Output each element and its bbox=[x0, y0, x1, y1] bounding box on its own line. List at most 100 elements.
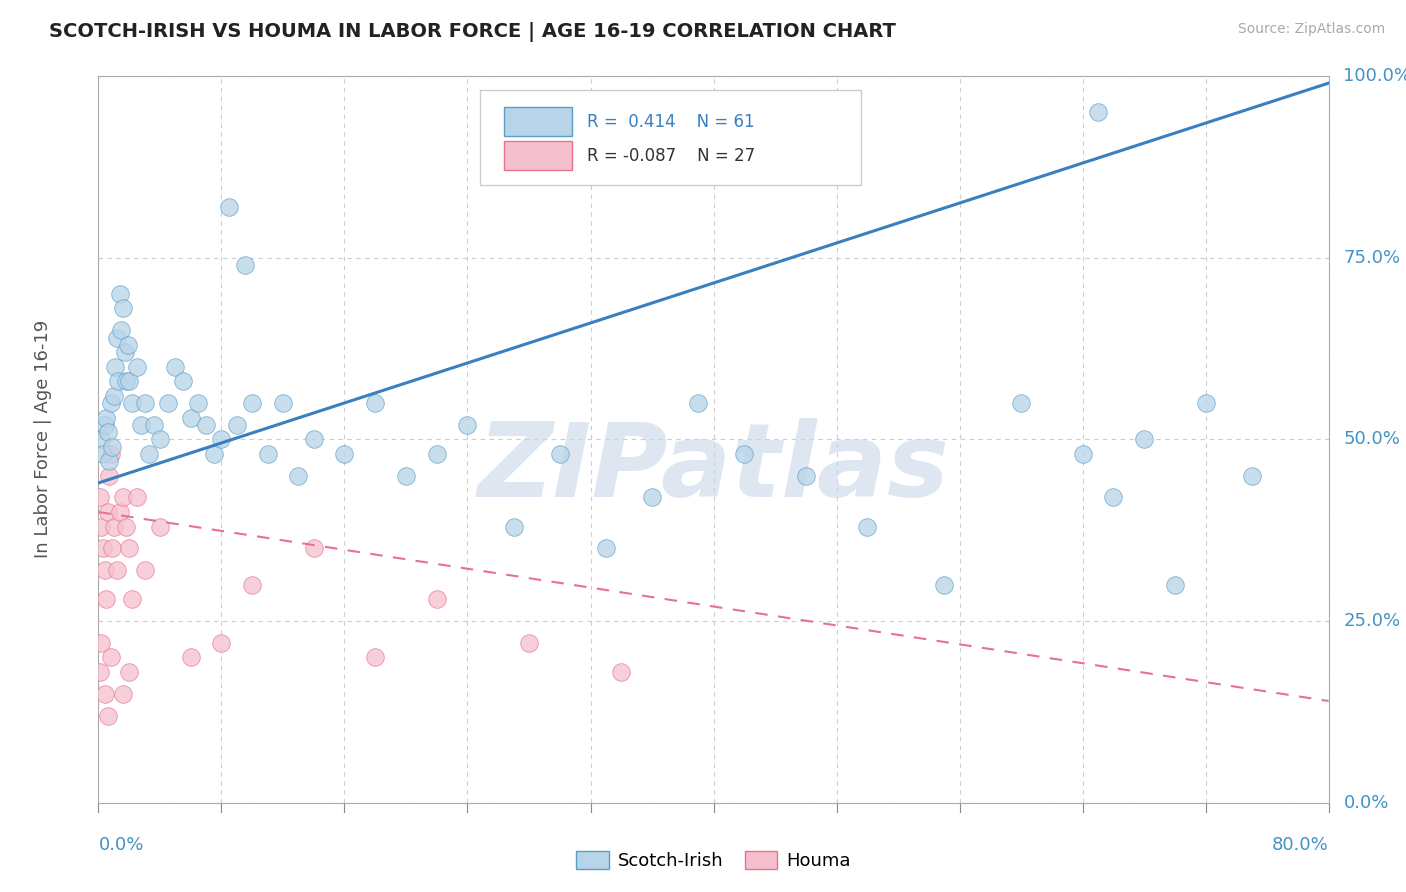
Point bbox=[104, 359, 127, 374]
Point bbox=[211, 433, 233, 447]
Point bbox=[256, 447, 278, 461]
FancyBboxPatch shape bbox=[505, 141, 572, 170]
Point bbox=[395, 468, 418, 483]
Point bbox=[108, 287, 131, 301]
Point bbox=[364, 396, 387, 410]
Point bbox=[115, 374, 138, 388]
Point bbox=[733, 447, 755, 461]
Point bbox=[1133, 433, 1156, 447]
Point bbox=[548, 447, 571, 461]
Point bbox=[134, 563, 156, 577]
Point bbox=[610, 665, 633, 679]
Text: 75.0%: 75.0% bbox=[1344, 249, 1400, 267]
Point bbox=[240, 396, 263, 410]
Point bbox=[856, 519, 879, 533]
Point bbox=[114, 345, 136, 359]
Point bbox=[187, 396, 209, 410]
Point bbox=[97, 425, 120, 439]
Point bbox=[93, 563, 115, 577]
Point bbox=[426, 447, 449, 461]
Text: ZIPatlas: ZIPatlas bbox=[478, 417, 949, 519]
Point bbox=[1071, 447, 1094, 461]
Point bbox=[1087, 105, 1109, 120]
Point bbox=[125, 491, 148, 505]
Point bbox=[105, 330, 128, 344]
Text: 100.0%: 100.0% bbox=[1344, 67, 1406, 85]
Point bbox=[97, 505, 120, 519]
Point bbox=[100, 447, 122, 461]
Legend: Scotch-Irish, Houma: Scotch-Irish, Houma bbox=[576, 851, 851, 870]
Text: 0.0%: 0.0% bbox=[1344, 794, 1389, 812]
Point bbox=[202, 447, 225, 461]
Point bbox=[98, 454, 121, 468]
Point bbox=[94, 410, 117, 425]
Point bbox=[287, 468, 309, 483]
Text: 50.0%: 50.0% bbox=[1344, 430, 1400, 449]
Point bbox=[165, 359, 187, 374]
Point bbox=[101, 440, 124, 454]
Point bbox=[426, 592, 449, 607]
Point bbox=[112, 491, 135, 505]
Point bbox=[1240, 468, 1263, 483]
Point bbox=[364, 650, 387, 665]
Point bbox=[1195, 396, 1218, 410]
Point bbox=[794, 468, 817, 483]
Point bbox=[117, 338, 139, 352]
Point bbox=[90, 433, 112, 447]
Point bbox=[103, 389, 125, 403]
Point bbox=[121, 396, 143, 410]
Point bbox=[149, 519, 172, 533]
Point bbox=[118, 541, 141, 556]
Point bbox=[115, 519, 138, 533]
Text: SCOTCH-IRISH VS HOUMA IN LABOR FORCE | AGE 16-19 CORRELATION CHART: SCOTCH-IRISH VS HOUMA IN LABOR FORCE | A… bbox=[49, 22, 896, 42]
Point bbox=[90, 636, 112, 650]
Point bbox=[517, 636, 540, 650]
Point bbox=[118, 374, 141, 388]
Point bbox=[90, 519, 112, 533]
Point bbox=[142, 417, 165, 432]
Point bbox=[156, 396, 179, 410]
Text: Source: ZipAtlas.com: Source: ZipAtlas.com bbox=[1237, 22, 1385, 37]
Point bbox=[1164, 578, 1187, 592]
Point bbox=[502, 519, 524, 533]
Point bbox=[302, 541, 325, 556]
Text: R = -0.087    N = 27: R = -0.087 N = 27 bbox=[586, 147, 755, 165]
Point bbox=[105, 563, 128, 577]
Point bbox=[121, 592, 143, 607]
Point bbox=[138, 447, 160, 461]
Point bbox=[688, 396, 710, 410]
Point bbox=[91, 447, 114, 461]
Point bbox=[131, 417, 153, 432]
Point bbox=[172, 374, 194, 388]
Point bbox=[89, 491, 111, 505]
Point bbox=[112, 301, 135, 316]
Point bbox=[110, 323, 132, 337]
Text: 80.0%: 80.0% bbox=[1272, 836, 1329, 854]
Point bbox=[1102, 491, 1125, 505]
Point bbox=[93, 687, 115, 701]
Point bbox=[93, 417, 115, 432]
Point bbox=[218, 200, 240, 214]
Point bbox=[548, 142, 571, 156]
Point bbox=[134, 396, 156, 410]
FancyBboxPatch shape bbox=[479, 90, 860, 185]
Point bbox=[211, 636, 233, 650]
Point bbox=[94, 592, 117, 607]
Point bbox=[100, 650, 122, 665]
FancyBboxPatch shape bbox=[505, 107, 572, 136]
Point bbox=[125, 359, 148, 374]
Point bbox=[89, 665, 111, 679]
Point bbox=[180, 410, 202, 425]
Point bbox=[456, 417, 478, 432]
Text: 25.0%: 25.0% bbox=[1344, 612, 1400, 630]
Text: R =  0.414    N = 61: R = 0.414 N = 61 bbox=[586, 112, 755, 130]
Point bbox=[103, 519, 125, 533]
Text: In Labor Force | Age 16-19: In Labor Force | Age 16-19 bbox=[34, 320, 52, 558]
Point bbox=[180, 650, 202, 665]
Point bbox=[108, 505, 131, 519]
Point bbox=[240, 578, 263, 592]
Point bbox=[225, 417, 247, 432]
Point bbox=[595, 541, 617, 556]
Point bbox=[302, 433, 325, 447]
Point bbox=[149, 433, 172, 447]
